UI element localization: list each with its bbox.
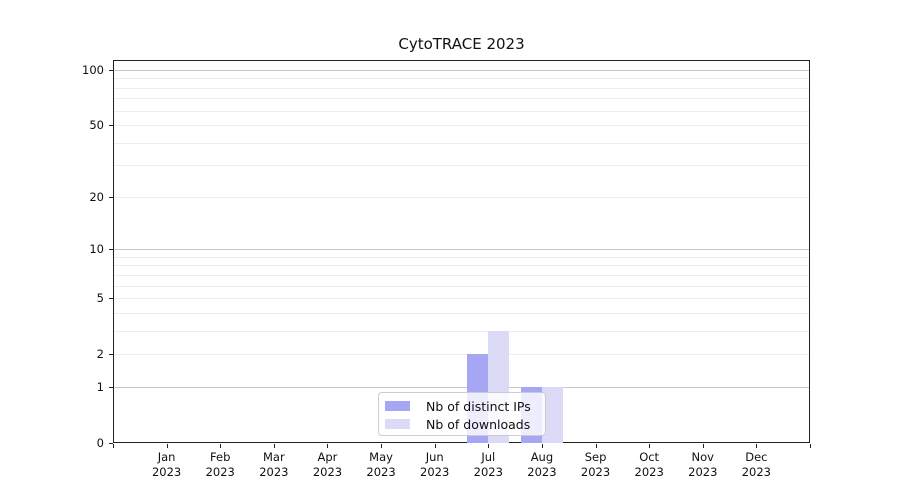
- x-tick-edge: [113, 444, 114, 448]
- x-tick-label-aug: Aug 2023: [527, 450, 557, 479]
- y-tick-0: [109, 443, 113, 444]
- gridline-minor-50: [114, 125, 809, 127]
- x-tick-sep: [595, 444, 597, 448]
- x-tick-label-sep: Sep 2023: [580, 450, 611, 479]
- gridline-minor-2: [114, 354, 809, 356]
- x-tick-label-nov: Nov 2023: [688, 450, 718, 479]
- legend-swatch-distinct-ips: [385, 401, 410, 411]
- x-tick-nov: [702, 444, 704, 448]
- gridline-minor-4: [114, 312, 809, 314]
- y-tick-5: [109, 298, 113, 300]
- x-tick-mar: [273, 444, 275, 448]
- bar-downloads-aug: [541, 386, 563, 443]
- gridline-major-100: [114, 69, 809, 71]
- x-tick-label-jun: Jun 2023: [420, 450, 450, 479]
- y-tick-10: [109, 249, 113, 251]
- gridline-minor-9: [114, 256, 809, 258]
- y-tick-label-100: 100: [82, 62, 104, 77]
- x-tick-jul: [488, 444, 490, 448]
- x-tick-jun: [434, 444, 436, 448]
- chart-title: CytoTRACE 2023: [398, 35, 525, 53]
- gridline-minor-70: [114, 98, 809, 100]
- x-tick-apr: [327, 444, 329, 448]
- legend-item-downloads: Nb of downloads: [385, 415, 539, 433]
- x-tick-label-jul: Jul 2023: [473, 450, 503, 479]
- x-tick-aug: [541, 444, 543, 448]
- y-tick-50: [109, 125, 113, 127]
- x-tick-label-oct: Oct 2023: [634, 450, 664, 479]
- gridline-minor-5: [114, 298, 809, 300]
- x-tick-feb: [220, 444, 222, 448]
- x-tick-label-feb: Feb 2023: [205, 450, 235, 479]
- gridline-minor-90: [114, 78, 809, 80]
- x-tick-label-may: May 2023: [366, 450, 396, 479]
- legend-label-downloads: Nb of downloads: [426, 416, 531, 432]
- y-tick-label-20: 20: [89, 189, 104, 204]
- gridline-minor-8: [114, 265, 809, 267]
- gridline-minor-7: [114, 274, 809, 276]
- legend-item-distinct-ips: Nb of distinct IPs: [385, 397, 539, 415]
- gridline-major-1: [114, 386, 809, 388]
- x-tick-label-apr: Apr 2023: [312, 450, 343, 479]
- y-tick-2: [109, 354, 113, 356]
- y-tick-label-10: 10: [89, 242, 104, 257]
- gridline-minor-30: [114, 165, 809, 167]
- plot-area: [113, 60, 810, 443]
- y-tick-label-5: 5: [96, 291, 104, 306]
- x-tick-jan: [166, 444, 168, 448]
- y-tick-label-1: 1: [96, 379, 104, 394]
- y-tick-20: [109, 196, 113, 198]
- gridline-minor-3: [114, 330, 809, 332]
- x-tick-edge: [810, 444, 811, 448]
- x-tick-label-jan: Jan 2023: [151, 450, 182, 479]
- y-tick-1: [109, 386, 113, 388]
- gridline-minor-20: [114, 196, 809, 198]
- gridline-minor-40: [114, 142, 809, 144]
- legend: Nb of distinct IPs Nb of downloads: [378, 392, 546, 436]
- x-tick-may: [381, 444, 383, 448]
- y-tick-100: [109, 69, 113, 71]
- y-tick-label-0: 0: [96, 436, 104, 450]
- y-tick-label-50: 50: [89, 118, 104, 133]
- gridline-minor-6: [114, 285, 809, 287]
- gridline-minor-80: [114, 87, 809, 89]
- gridline-major-10: [114, 249, 809, 251]
- y-tick-label-2: 2: [96, 347, 104, 362]
- x-tick-label-mar: Mar 2023: [259, 450, 289, 479]
- legend-label-distinct-ips: Nb of distinct IPs: [426, 398, 531, 414]
- x-tick-oct: [649, 444, 651, 448]
- x-tick-label-dec: Dec 2023: [741, 450, 772, 479]
- gridline-minor-60: [114, 110, 809, 112]
- x-tick-dec: [756, 444, 758, 448]
- legend-swatch-downloads: [385, 419, 410, 429]
